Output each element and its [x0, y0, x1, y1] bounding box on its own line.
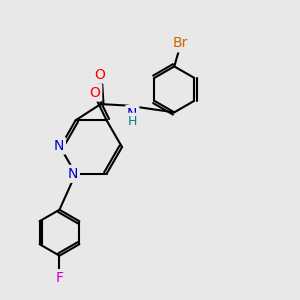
Text: N: N — [127, 107, 137, 121]
Text: N: N — [68, 167, 78, 181]
Text: N: N — [53, 139, 64, 153]
Text: F: F — [56, 271, 64, 285]
Text: O: O — [89, 85, 100, 100]
Text: O: O — [94, 68, 105, 82]
Text: Br: Br — [173, 36, 188, 50]
Text: H: H — [128, 115, 137, 128]
